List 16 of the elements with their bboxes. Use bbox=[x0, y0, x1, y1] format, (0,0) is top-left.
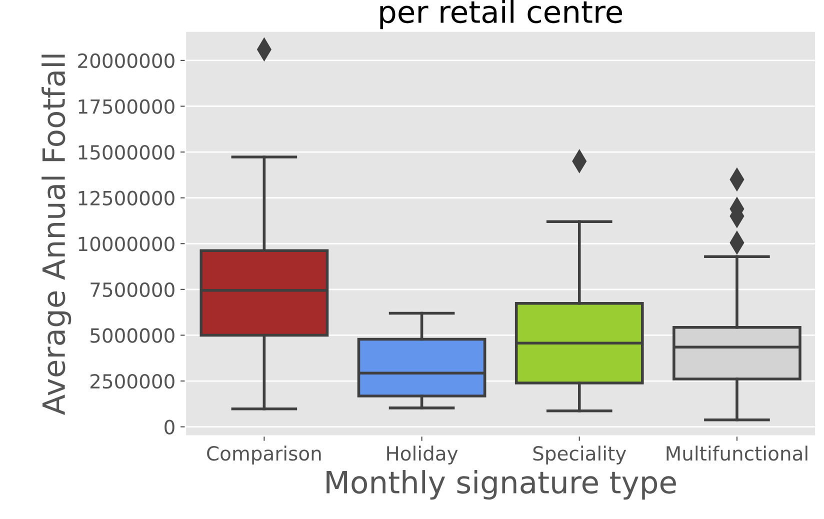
y-tick-label: 2500000 bbox=[90, 374, 174, 389]
y-tick-label: 20000000 bbox=[78, 53, 174, 68]
y-tick-label: 15000000 bbox=[78, 144, 174, 160]
y-tick-label: 17500000 bbox=[78, 99, 174, 114]
x-tick-label: Comparison bbox=[207, 446, 321, 464]
x-tick-label: Holiday bbox=[387, 446, 458, 464]
y-tick-label: 12500000 bbox=[78, 190, 174, 206]
chart-title: per retail centre bbox=[380, 0, 622, 30]
y-axis-title: Average Annual Footfall bbox=[42, 54, 72, 416]
y-tick-label: 7500000 bbox=[90, 282, 174, 298]
y-tick-label: 10000000 bbox=[78, 236, 174, 252]
x-tick-label: Speciality bbox=[533, 446, 626, 464]
y-tick-label: 0 bbox=[164, 420, 174, 434]
x-axis-title: Monthly signature type bbox=[326, 470, 676, 500]
y-tick-label: 5000000 bbox=[90, 328, 174, 343]
x-tick-label: Multifunctional bbox=[666, 446, 808, 461]
